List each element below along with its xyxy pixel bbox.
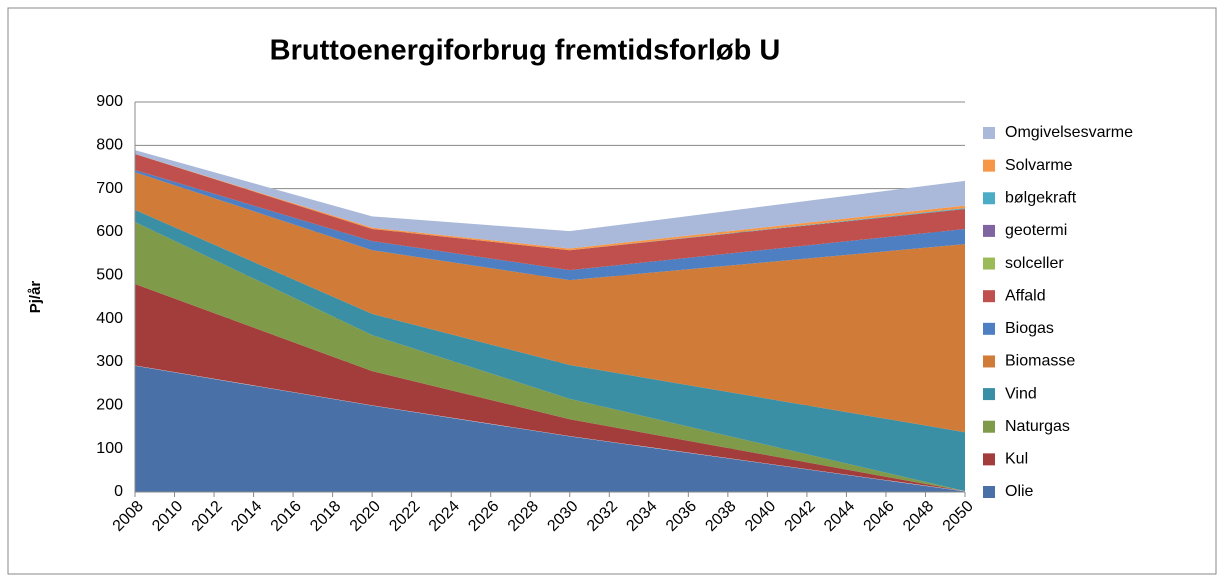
legend-label: Biogas xyxy=(1005,320,1054,337)
legend-swatch xyxy=(983,420,995,433)
y-tick-label: 300 xyxy=(96,353,123,370)
legend-label: Naturgas xyxy=(1005,418,1070,435)
area xyxy=(135,154,965,271)
legend-swatch xyxy=(983,159,995,172)
y-tick-label: 700 xyxy=(96,180,123,197)
legend-label: bølgekraft xyxy=(1005,189,1077,206)
area xyxy=(135,172,965,433)
legend-label: geotermi xyxy=(1005,222,1067,239)
y-tick-label: 200 xyxy=(96,397,123,414)
legend-label: Solvarme xyxy=(1005,157,1073,174)
legend-label: Omgivelsesvarme xyxy=(1005,124,1133,141)
y-tick-label: 500 xyxy=(96,267,123,284)
legend-label: Kul xyxy=(1005,451,1028,468)
y-axis-label: Pj/år xyxy=(27,281,44,314)
area xyxy=(135,170,965,281)
legend-swatch xyxy=(983,127,995,139)
legend-label: Affald xyxy=(1005,287,1046,304)
y-tick-label: 600 xyxy=(96,223,123,240)
legend-swatch xyxy=(983,355,995,368)
area xyxy=(135,150,965,249)
legend-swatch xyxy=(983,257,995,270)
legend-swatch xyxy=(983,322,995,335)
legend-label: Biomasse xyxy=(1005,353,1075,370)
y-tick-label: 400 xyxy=(96,310,123,327)
y-tick-label: 800 xyxy=(96,137,123,154)
chart-title: Bruttoenergiforbrug fremtidsforløb U xyxy=(270,35,781,67)
y-tick-label: 100 xyxy=(96,440,123,457)
legend-swatch xyxy=(983,290,995,303)
legend-label: solceller xyxy=(1005,255,1064,272)
legend-swatch xyxy=(983,192,995,205)
area xyxy=(135,209,965,492)
legend-swatch xyxy=(983,388,995,401)
area xyxy=(135,284,965,492)
legend-swatch xyxy=(983,486,995,498)
legend-swatch xyxy=(983,224,995,237)
legend-label: Vind xyxy=(1005,385,1037,402)
y-tick-label: 0 xyxy=(114,483,123,500)
y-tick-label: 900 xyxy=(96,93,123,110)
legend-swatch xyxy=(983,453,995,466)
legend-label: Olie xyxy=(1005,483,1034,500)
